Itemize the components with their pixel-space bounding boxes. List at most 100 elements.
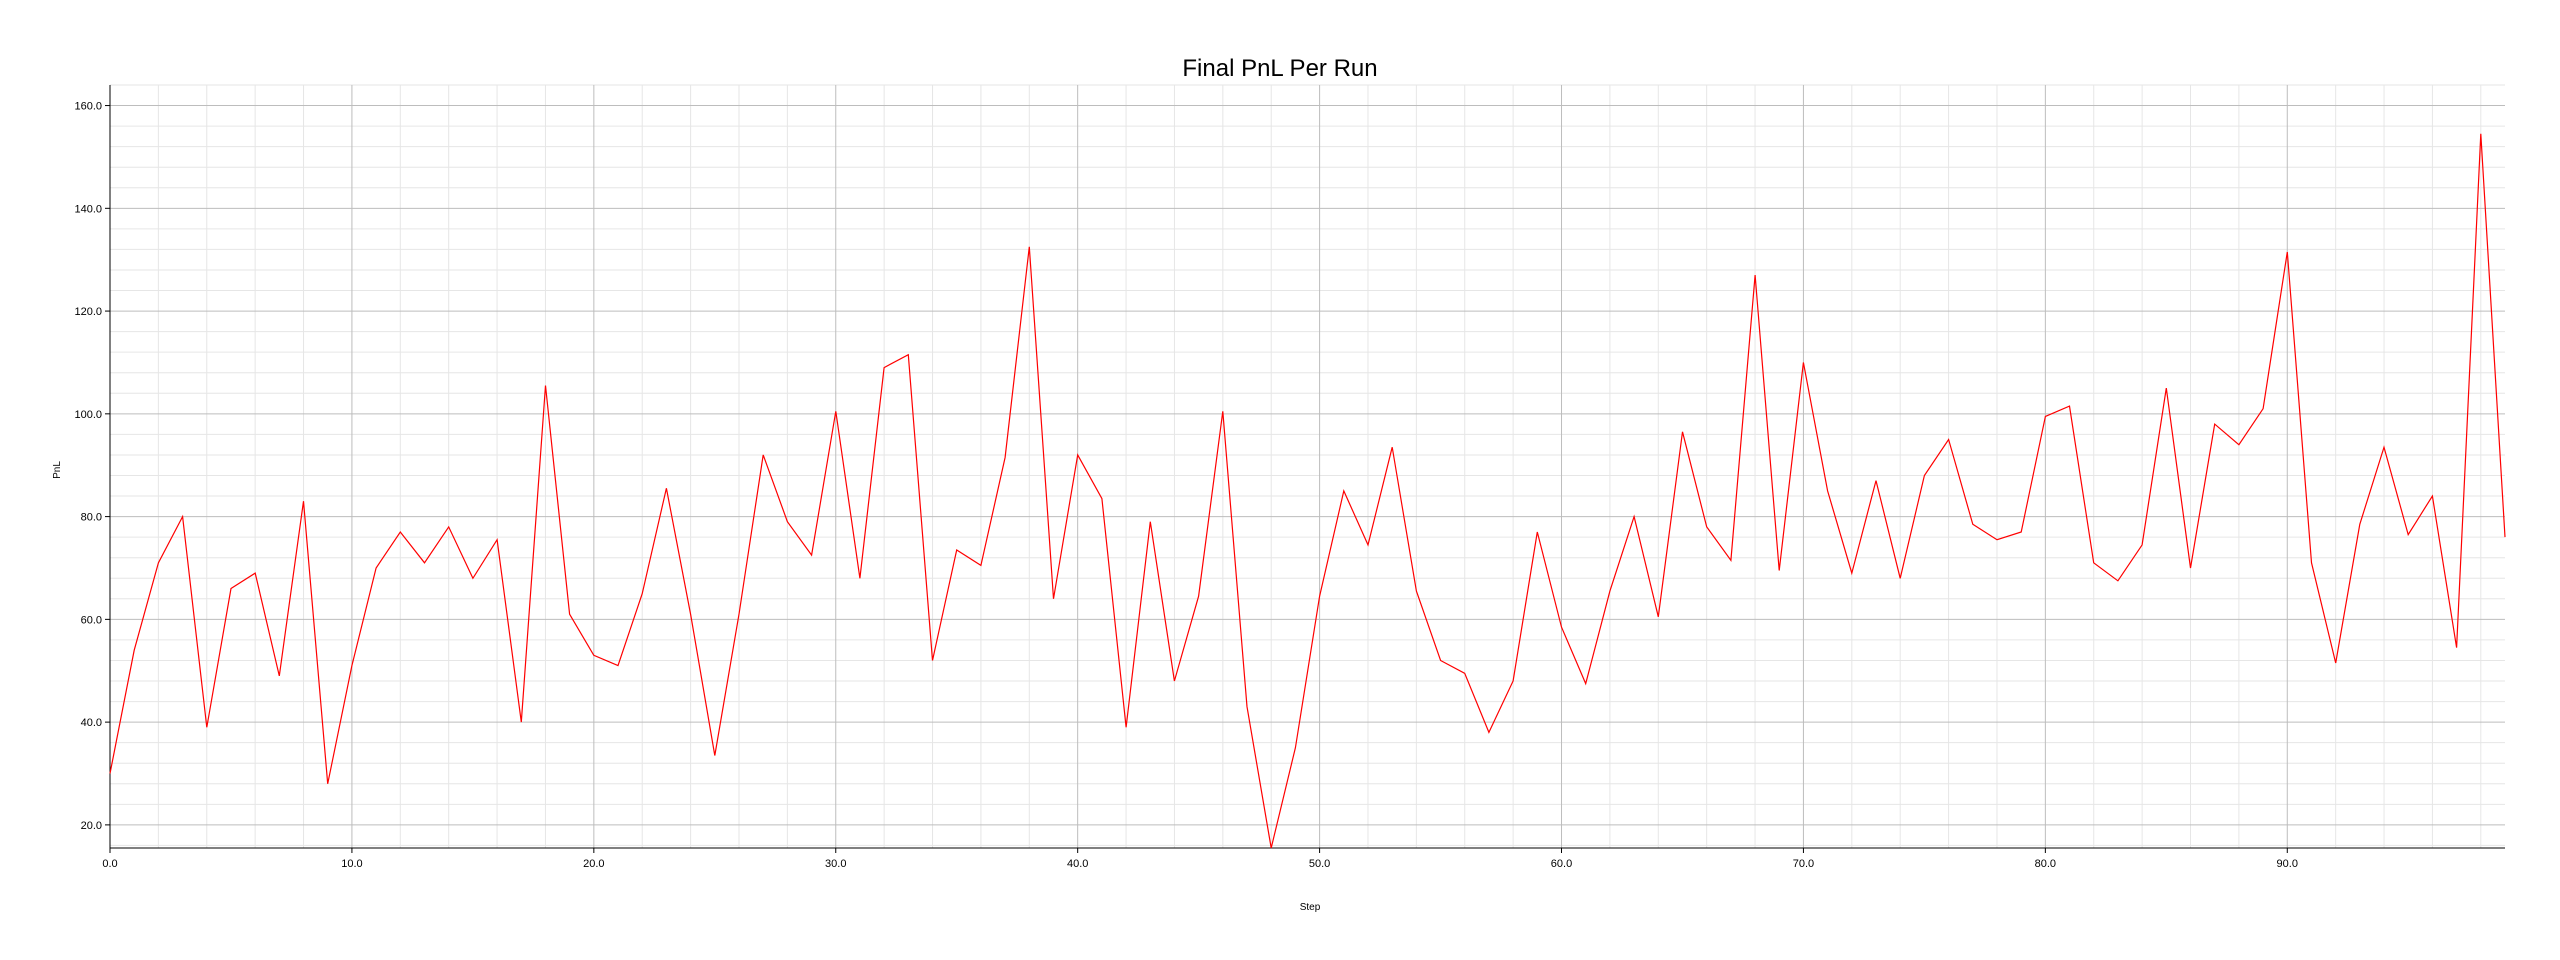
data-point <box>1706 526 1707 527</box>
data-point <box>2190 567 2191 568</box>
data-point <box>1779 570 1780 571</box>
data-point <box>1029 246 1030 247</box>
data-point <box>1948 439 1949 440</box>
data-point <box>2069 406 2070 407</box>
data-point <box>1730 560 1731 561</box>
x-tick-label: 80.0 <box>2035 858 2056 870</box>
x-tick-label: 60.0 <box>1551 858 1572 870</box>
y-tick-label: 160.0 <box>74 101 102 113</box>
x-tick-label: 20.0 <box>583 858 604 870</box>
data-point <box>2262 408 2263 409</box>
x-tick-label: 10.0 <box>341 858 362 870</box>
data-point <box>1875 480 1876 481</box>
data-point <box>134 650 135 651</box>
data-point <box>569 614 570 615</box>
data-point <box>1367 544 1368 545</box>
data-point <box>2311 562 2312 563</box>
data-point <box>1803 362 1804 363</box>
y-tick-label: 20.0 <box>81 820 102 832</box>
y-tick-label: 40.0 <box>81 717 102 729</box>
data-point <box>1996 539 1997 540</box>
data-point <box>1464 673 1465 674</box>
y-tick-label: 140.0 <box>74 203 102 215</box>
data-point <box>1561 626 1562 627</box>
data-point <box>1246 706 1247 707</box>
data-point <box>400 531 401 532</box>
data-point <box>908 354 909 355</box>
data-point <box>932 660 933 661</box>
y-tick-label: 100.0 <box>74 409 102 421</box>
data-point <box>2142 544 2143 545</box>
x-axis-ticks: 0.0 10.0 20.0 30.0 40.0 50.0 60.0 70.0 80.0 90.0 <box>102 848 2298 870</box>
data-point <box>1754 275 1755 276</box>
data-point <box>1101 498 1102 499</box>
y-tick-label: 120.0 <box>74 306 102 318</box>
data-point <box>545 385 546 386</box>
data-point <box>2456 647 2457 648</box>
data-point <box>303 501 304 502</box>
data-point <box>1585 683 1586 684</box>
data-point <box>835 411 836 412</box>
x-tick-label: 90.0 <box>2277 858 2298 870</box>
data-point <box>956 549 957 550</box>
y-axis-label: PnL <box>52 461 63 479</box>
data-point <box>206 727 207 728</box>
data-point <box>327 783 328 784</box>
data-point <box>763 454 764 455</box>
data-point <box>2238 444 2239 445</box>
chart-title: Final PnL Per Run <box>1182 55 1377 82</box>
data-point <box>1150 521 1151 522</box>
x-tick-label: 50.0 <box>1309 858 1330 870</box>
data-point <box>2021 531 2022 532</box>
data-point <box>376 567 377 568</box>
data-point <box>811 555 812 556</box>
data-point <box>158 562 159 563</box>
x-axis-label: Step <box>1300 902 1321 913</box>
data-point <box>2480 133 2481 134</box>
data-point <box>109 773 110 774</box>
data-point <box>980 565 981 566</box>
data-point <box>642 593 643 594</box>
data-point <box>690 614 691 615</box>
data-point <box>1488 732 1489 733</box>
data-point <box>496 539 497 540</box>
data-point <box>738 614 739 615</box>
data-point <box>1125 727 1126 728</box>
data-point <box>1924 475 1925 476</box>
data-point <box>351 665 352 666</box>
data-point <box>424 562 425 563</box>
data-point <box>1682 431 1683 432</box>
y-tick-label: 60.0 <box>81 614 102 626</box>
data-point <box>1392 447 1393 448</box>
data-point <box>1319 596 1320 597</box>
series-line <box>109 133 2506 849</box>
data-point <box>1658 616 1659 617</box>
data-point <box>714 755 715 756</box>
data-point <box>2504 537 2505 538</box>
data-point <box>1174 680 1175 681</box>
y-tick-label: 80.0 <box>81 512 102 524</box>
data-point <box>2335 662 2336 663</box>
data-point <box>2432 495 2433 496</box>
data-point <box>1343 490 1344 491</box>
data-point <box>2045 416 2046 417</box>
data-point <box>279 675 280 676</box>
series-group <box>109 133 2506 849</box>
major-grid <box>109 85 2505 848</box>
data-point <box>617 665 618 666</box>
data-point <box>2093 562 2094 563</box>
data-point <box>1271 847 1272 848</box>
data-point <box>1900 578 1901 579</box>
data-point <box>1609 590 1610 591</box>
minor-grid <box>110 84 2505 848</box>
data-point <box>2383 447 2384 448</box>
data-point <box>521 722 522 723</box>
axes <box>109 85 2505 849</box>
data-point <box>787 521 788 522</box>
data-point <box>666 488 667 489</box>
data-point <box>2408 534 2409 535</box>
data-point <box>1005 457 1006 458</box>
data-point <box>230 588 231 589</box>
data-point <box>1633 516 1634 517</box>
